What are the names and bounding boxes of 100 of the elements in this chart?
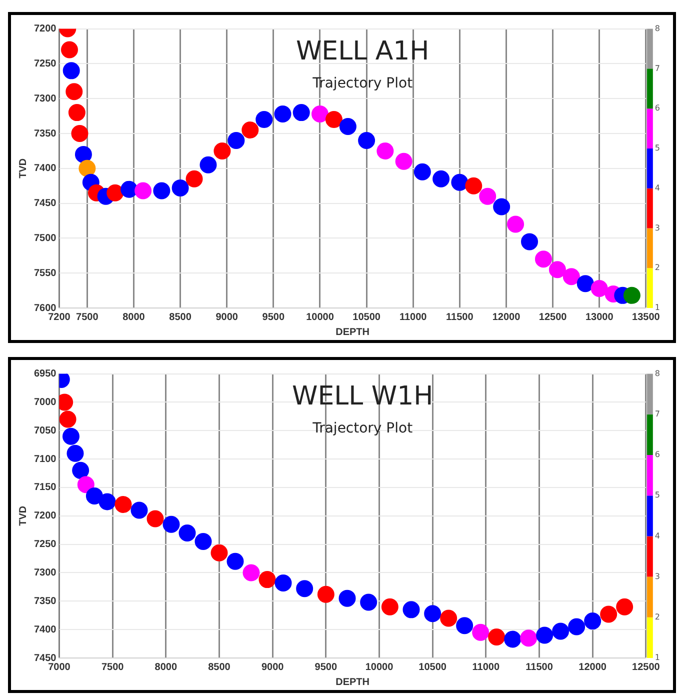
color-bar-label: 4 [654,531,660,540]
y-tick-label: 7200 [34,24,57,35]
y-tick-label: 7450 [34,652,57,664]
x-tick-label: 11500 [446,312,474,323]
x-tick-label: 7200 [48,312,71,323]
y-tick-label: 7400 [34,163,57,174]
point [242,122,259,139]
point [86,488,103,505]
y-tick-label: 7400 [34,624,57,636]
point [114,496,132,514]
point [568,618,586,636]
point [66,83,83,100]
y-tick-label: 7350 [34,128,57,140]
point [172,179,189,196]
text: Trajectory Plot [312,75,414,92]
point [339,118,356,136]
x-tick-label: 8000 [154,662,178,673]
color-bar-label: 6 [654,450,660,460]
x-tick-label: 10500 [352,312,381,323]
point [325,111,342,128]
y-tick-label: 7150 [34,482,57,494]
point [186,170,203,188]
point [376,142,394,160]
x-axis-title: DEPTH [336,326,370,338]
point [194,532,212,550]
point [360,594,378,611]
color-bar-label: 8 [654,368,660,378]
point [130,502,148,519]
color-bar-label: 2 [654,612,660,622]
point [451,174,468,191]
y-axis-title: TVD [18,158,29,178]
y-tick-label: 7450 [34,198,57,210]
x-tick-label: 12500 [538,312,568,323]
text: Trajectory Plot [312,420,414,436]
color-bar-label: 5 [654,490,660,500]
x-tick-label: 13000 [585,312,614,323]
chart-title: WELL A1H [296,36,430,67]
x-axis-title: DEPTH [336,676,370,688]
x-tick-label: 13500 [632,312,660,323]
y-tick-label: 7250 [34,539,57,550]
color-bar-label: 8 [654,24,660,33]
point [59,410,76,428]
point [317,586,334,603]
point [521,233,538,250]
point [274,574,292,592]
point [424,605,442,622]
point [472,624,490,641]
point [258,571,276,588]
point [78,160,96,177]
point [623,286,640,304]
y-tick-label: 7200 [34,510,57,522]
x-tick-label: 11000 [472,662,500,673]
point [178,524,196,542]
point [590,280,608,297]
y-tick-label: 7300 [34,567,57,578]
point [432,170,450,188]
point [402,601,420,618]
x-tick-label: 11000 [399,312,428,323]
point [479,188,496,205]
color-bar-label: 3 [654,572,660,581]
point [548,261,566,278]
point [68,104,86,122]
point [72,462,90,479]
chart-title: WELL W1H [292,382,434,412]
point [507,216,524,233]
color-bar-label: 7 [654,64,660,73]
point [414,163,431,180]
point [504,630,522,648]
y-tick-label: 7600 [34,302,57,314]
point [214,142,231,160]
x-tick-label: 7500 [76,312,99,323]
point [576,275,594,292]
x-tick-label: 9500 [314,662,338,673]
y-tick-label: 7050 [34,425,57,436]
point [296,580,314,598]
x-tick-label: 10000 [365,662,394,673]
point [534,250,552,268]
color-bar-label: 2 [654,263,660,272]
point [552,622,570,640]
point [311,105,328,122]
point [98,493,116,510]
color-bar-label: 4 [654,183,660,192]
point [200,156,217,174]
point [210,544,228,562]
x-tick-label: 10500 [418,662,447,673]
x-tick-label: 11500 [526,662,554,673]
x-tick-label: 8500 [208,662,231,673]
color-bar-label: 5 [654,144,660,153]
x-tick-label: 7500 [101,662,124,673]
x-tick-label: 9500 [262,312,285,323]
x-tick-label: 10000 [306,312,334,323]
x-tick-label: 12000 [492,312,521,323]
point [134,182,152,200]
y-tick-label: 7300 [34,93,57,104]
point [493,198,510,216]
point [338,590,356,607]
point [60,41,78,58]
color-bar-label: 6 [654,104,660,113]
point [381,598,398,616]
x-tick-label: 8500 [169,312,192,323]
